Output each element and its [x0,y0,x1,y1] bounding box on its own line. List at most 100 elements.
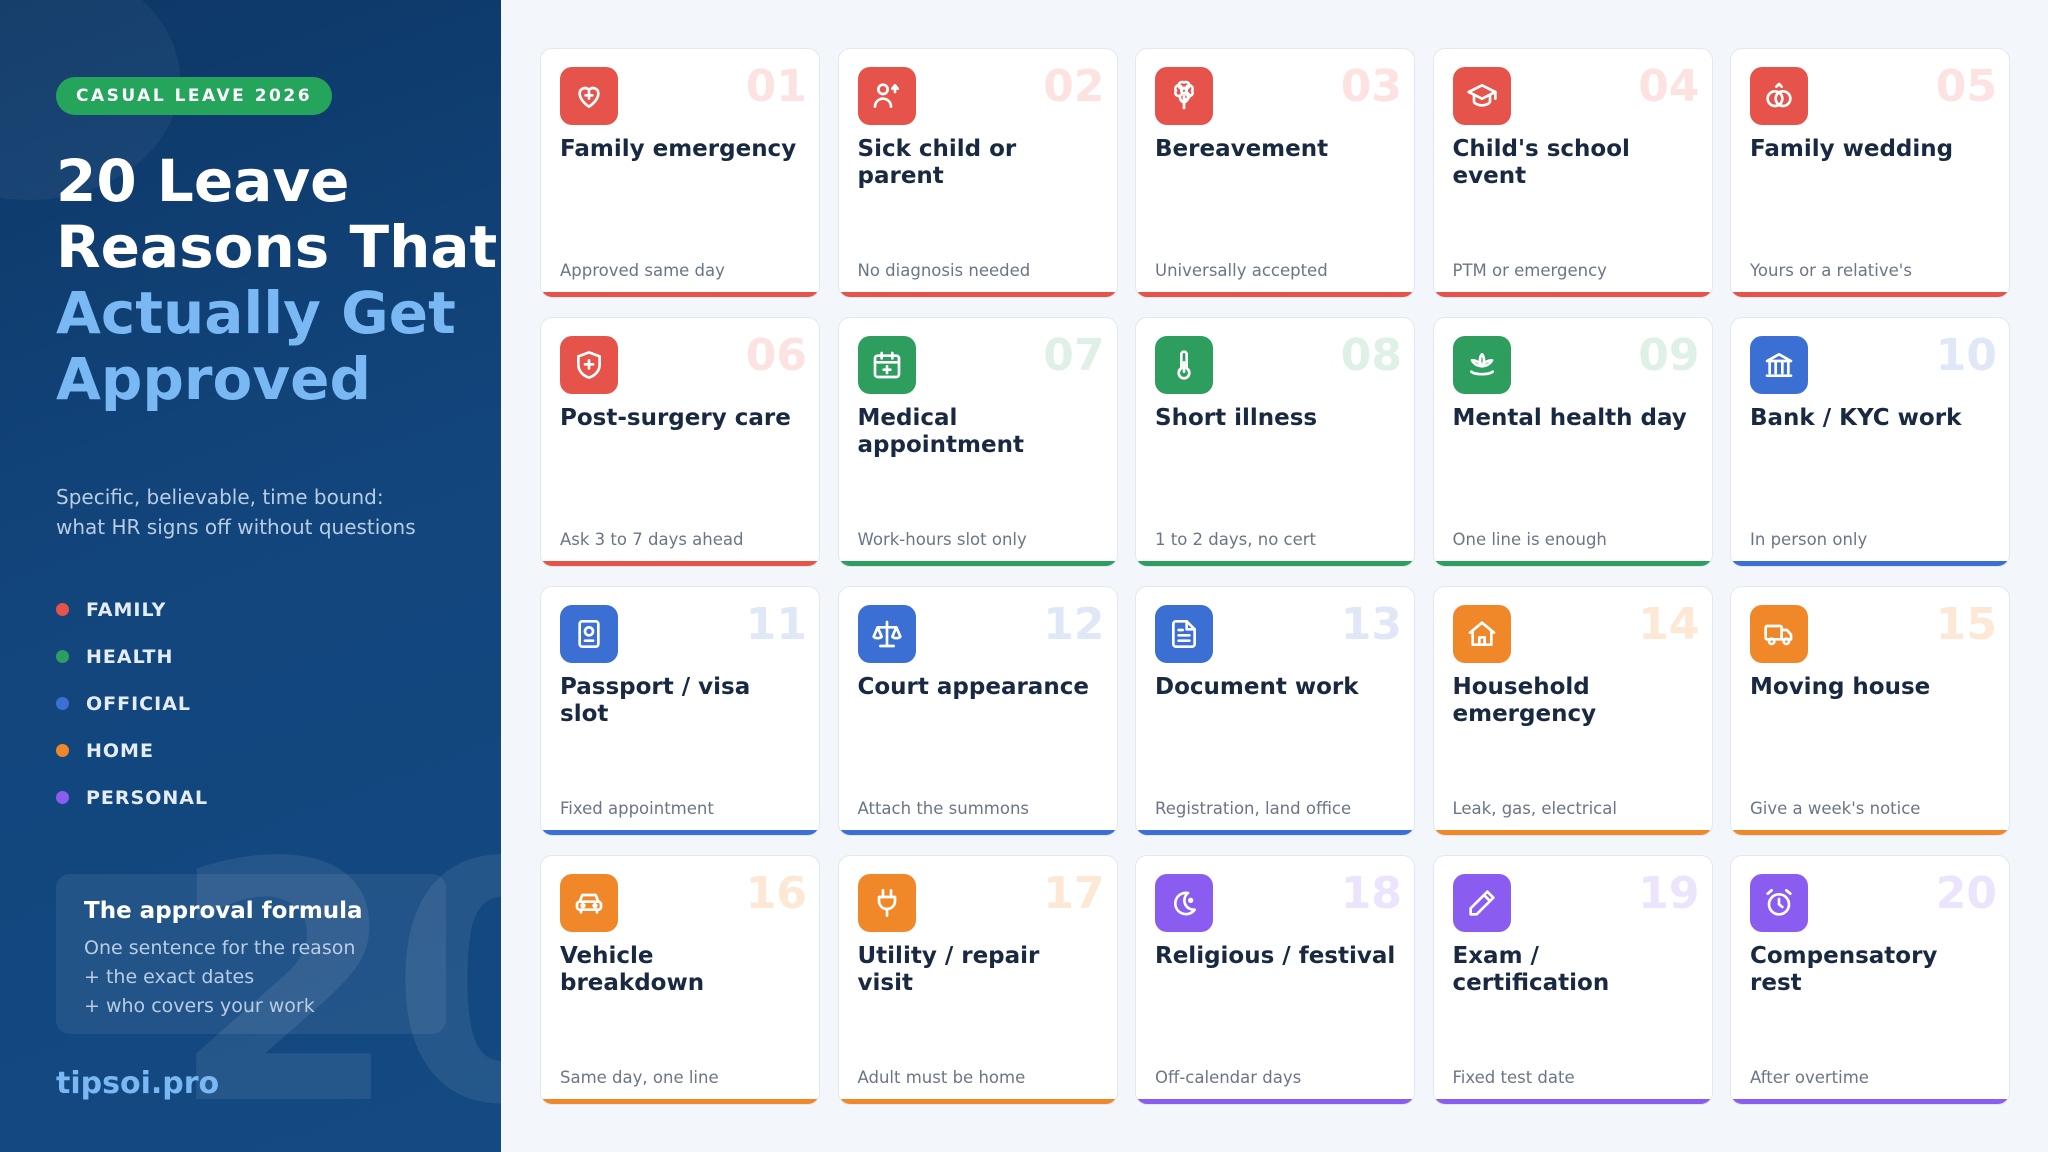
card-category-bar [1433,292,1712,297]
card-note: Work-hours slot only [857,530,1027,549]
sidebar: 20 CASUAL LEAVE 2026 20 Leave Reasons Th… [0,0,501,1152]
legend-label: HEALTH [86,645,174,668]
card-number: 06 [745,330,807,381]
leave-card-06[interactable]: 06 Post-surgery care Ask 3 to 7 days ahead [540,317,820,567]
card-note: Fixed test date [1452,1068,1575,1087]
legend-item-home: HOME [56,727,208,774]
legend-label: PERSONAL [86,786,209,809]
leave-card-09[interactable]: 09 Mental health day One line is enough [1432,317,1713,567]
leave-card-05[interactable]: 05 Family wedding Yours or a relative's [1730,48,2010,298]
crescent-star-icon [1155,874,1213,932]
alarm-clock-icon [1750,874,1808,932]
card-title: Family wedding [1750,136,1954,162]
legend-dot [56,603,69,616]
leave-card-11[interactable]: 11 Passport / visa slot Fixed appointment [540,586,820,836]
card-number: 02 [1043,61,1105,112]
title-line-2: Reasons That [56,213,498,281]
title-highlight-1: Actually Get [56,279,456,347]
leave-card-16[interactable]: 16 Vehicle breakdown Same day, one line [540,855,820,1105]
leave-card-19[interactable]: 19 Exam / certification Fixed test date [1432,855,1713,1105]
pencil-icon [1452,874,1511,932]
card-category-bar [541,292,819,297]
formula-title: The approval formula [84,898,363,924]
card-number: 18 [1340,868,1402,919]
card-category-bar [1433,830,1712,835]
site-link[interactable]: tipsoi.pro [56,1066,220,1101]
leave-card-12[interactable]: 12 Court appearance Attach the summons [837,586,1118,836]
card-category-bar [1136,561,1414,566]
card-number: 11 [745,599,807,650]
lotus-icon [1452,336,1511,394]
card-number: 01 [745,61,807,112]
leave-card-07[interactable]: 07 Medical appointment Work-hours slot onl… [837,317,1118,567]
leave-card-20[interactable]: 20 Compensatory rest After overtime [1730,855,2010,1105]
card-category-bar [838,830,1117,835]
card-title: Family emergency [560,136,797,162]
legend-dot [56,791,69,804]
leave-card-04[interactable]: 04 Child's school event PTM or emergency [1432,48,1713,298]
leave-card-17[interactable]: 17 Utility / repair visit Adult must be ho… [837,855,1118,1105]
leave-card-01[interactable]: 01 Family emergency Approved same day [540,48,820,298]
leave-card-03[interactable]: 03 Bereavement Universally accepted [1135,48,1415,298]
legend-item-health: HEALTH [56,633,208,680]
card-note: 1 to 2 days, no cert [1155,530,1317,549]
card-title: Post-surgery care [560,405,791,431]
subtitle: Specific, believable, time bound: what H… [56,482,476,542]
card-note: No diagnosis needed [857,261,1031,280]
card-category-bar [1731,1099,2009,1104]
card-title: Sick child or parent [857,136,1017,189]
card-note: Approved same day [560,261,725,280]
card-category-bar [1731,292,2009,297]
card-number: 10 [1935,330,1997,381]
card-number: 09 [1638,330,1700,381]
card-number: 19 [1638,868,1700,919]
scales-icon [857,605,916,663]
leave-card-10[interactable]: 10 Bank / KYC work In person only [1730,317,2010,567]
card-category-bar [838,1099,1117,1104]
card-category-bar [1136,830,1414,835]
calendar-plus-icon [857,336,916,394]
card-number: 20 [1935,868,1997,919]
leave-card-14[interactable]: 14 Household emergency Leak, gas, electric… [1432,586,1713,836]
card-title: Household emergency [1452,674,1597,727]
rings-icon [1750,67,1808,125]
card-category-bar [541,1099,819,1104]
card-title: Bereavement [1155,136,1329,162]
watermark-number: 20 [170,793,501,1152]
card-category-bar [541,830,819,835]
card-title: Compensatory rest [1750,943,1938,996]
flower-icon [1155,67,1213,125]
subtitle-line-2: what HR signs off without questions [56,515,416,539]
legend-dot [56,697,69,710]
shield-plus-icon [560,336,618,394]
leave-card-13[interactable]: 13 Document work Registration, land office [1135,586,1415,836]
card-note: Same day, one line [560,1068,719,1087]
card-note: After overtime [1750,1068,1869,1087]
card-title: Moving house [1750,674,1931,700]
card-note: In person only [1750,530,1868,549]
card-title: Short illness [1155,405,1318,431]
card-number: 13 [1340,599,1402,650]
document-icon [1155,605,1213,663]
leave-card-08[interactable]: 08 Short illness 1 to 2 days, no cert [1135,317,1415,567]
card-note: Yours or a relative's [1750,261,1912,280]
card-number: 17 [1043,868,1105,919]
page-title: 20 Leave Reasons That Actually Get Appro… [56,148,501,412]
plug-icon [857,874,916,932]
leave-card-15[interactable]: 15 Moving house Give a week's notice [1730,586,2010,836]
subtitle-line-1: Specific, believable, time bound: [56,485,384,509]
car-icon [560,874,618,932]
leave-card-02[interactable]: 02 Sick child or parent No diagnosis neede… [837,48,1118,298]
card-category-bar [1433,561,1712,566]
legend-dot [56,650,69,663]
card-number: 15 [1935,599,1997,650]
card-note: Leak, gas, electrical [1452,799,1617,818]
card-note: Ask 3 to 7 days ahead [560,530,744,549]
card-title: Utility / repair visit [857,943,1040,996]
card-category-bar [1136,292,1414,297]
formula-line: + the exact dates [84,966,255,988]
card-number: 05 [1935,61,1997,112]
card-category-bar [1731,830,2009,835]
legend-item-family: FAMILY [56,586,208,633]
leave-card-18[interactable]: 18 Religious / festival Off-calendar days [1135,855,1415,1105]
